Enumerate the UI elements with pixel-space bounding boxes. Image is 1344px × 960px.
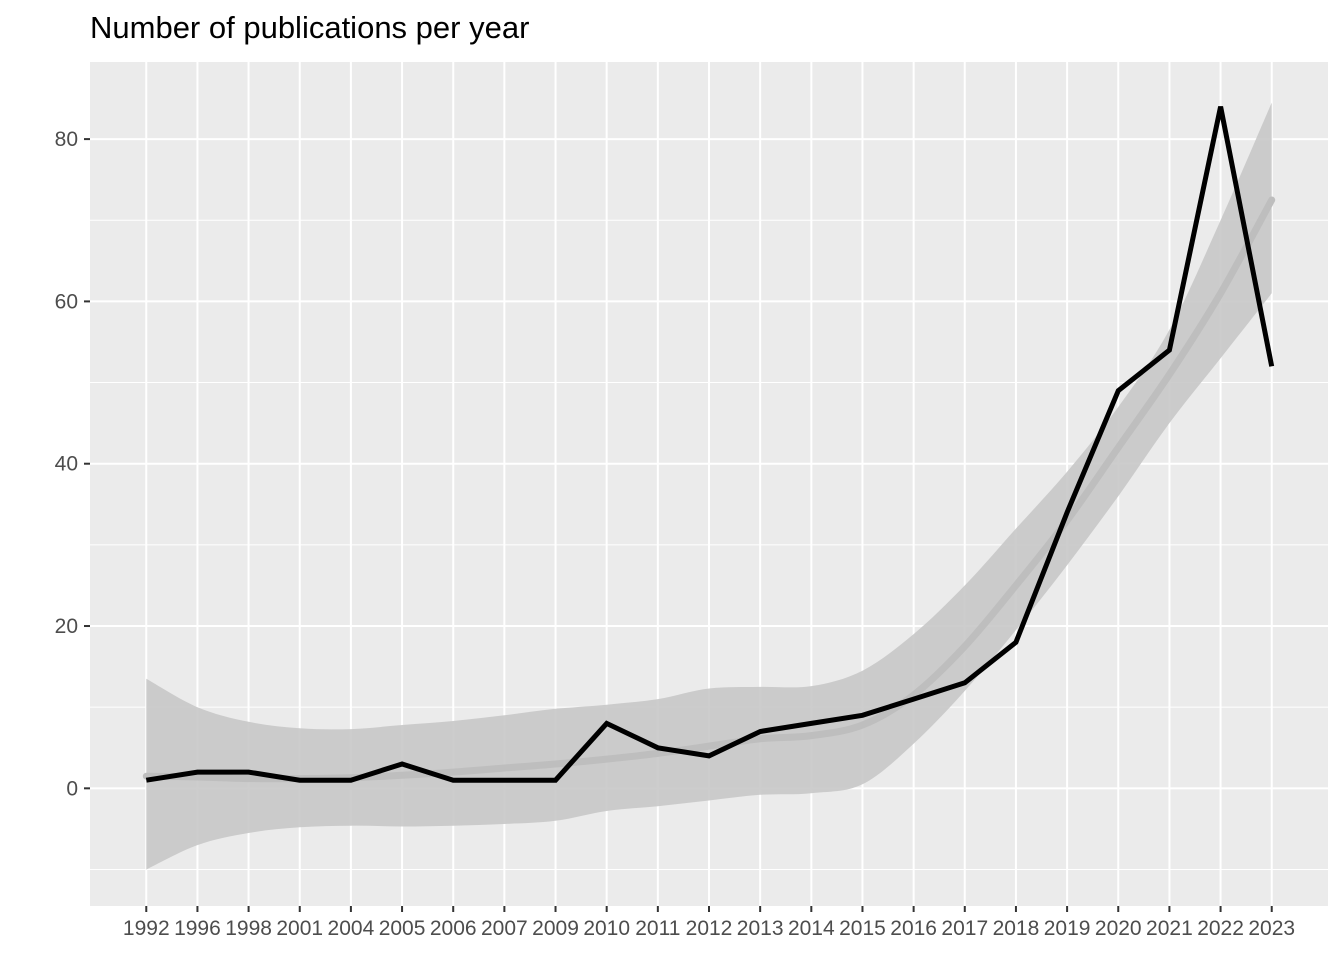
confidence-band <box>146 102 1272 870</box>
chart-title: Number of publications per year <box>90 10 530 45</box>
y-tick-label: 80 <box>55 128 78 151</box>
x-tick-label: 2013 <box>737 917 784 940</box>
x-tick-label: 2001 <box>276 917 323 940</box>
y-tick-label: 60 <box>55 290 78 313</box>
x-tick-label: 2017 <box>941 917 988 940</box>
x-tick-label: 2015 <box>839 917 886 940</box>
x-tick-label: 2009 <box>532 917 579 940</box>
x-tick-label: 1998 <box>225 917 272 940</box>
series-line <box>145 106 1275 783</box>
x-tick-label: 2012 <box>686 917 733 940</box>
x-axis: 1992 1996 1998 2001 2004 2005 2006 2007 2009 2010… <box>123 906 1295 940</box>
x-tick-label: 2021 <box>1146 917 1193 940</box>
x-tick-label: 1996 <box>174 917 221 940</box>
x-tick-label: 2022 <box>1197 917 1244 940</box>
x-tick-label: 2018 <box>993 917 1040 940</box>
y-tick-label: 40 <box>55 453 78 476</box>
x-tick-label: 2005 <box>379 917 426 940</box>
x-tick-label: 2016 <box>890 917 937 940</box>
x-tick-label: 2010 <box>583 917 630 940</box>
x-tick-label: 2011 <box>635 917 680 940</box>
x-tick-label: 2014 <box>788 917 835 940</box>
x-tick-label: 2004 <box>328 917 375 940</box>
x-tick-label: 2006 <box>430 917 477 940</box>
x-tick-label: 2020 <box>1095 917 1142 940</box>
y-axis: 0 20 40 60 80 <box>55 128 90 800</box>
x-tick-label: 1992 <box>123 917 170 940</box>
x-tick-label: 2019 <box>1044 917 1091 940</box>
x-tick-label: 2007 <box>481 917 528 940</box>
y-tick-label: 20 <box>55 615 78 638</box>
y-tick-label: 0 <box>66 777 78 800</box>
x-tick-label: 2023 <box>1248 917 1295 940</box>
